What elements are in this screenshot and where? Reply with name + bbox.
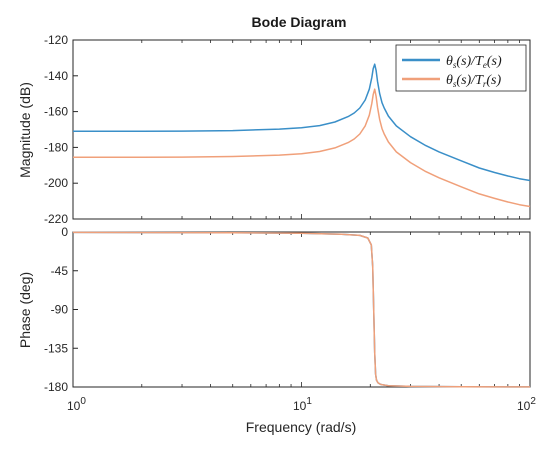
legend-label-te: θs(s)/Te(s) (446, 54, 502, 70)
x-tick-label-100: 102 (517, 396, 536, 413)
legend-box (395, 44, 527, 92)
x-tick-label-1: 100 (67, 396, 86, 413)
magnitude-axis-label: Magnitude (dB) (17, 82, 33, 178)
magnitude-ytick-label: -140 (44, 69, 68, 83)
magnitude-ytick-label: -180 (44, 140, 68, 154)
chart-title: Bode Diagram (252, 14, 347, 30)
phase-ytick-label: -45 (51, 264, 69, 278)
phase-axis-label: Phase (deg) (17, 272, 33, 348)
phase-ytick-label: -180 (44, 380, 68, 394)
magnitude-series-line-te (73, 63, 531, 182)
legend: θs(s)/Te(s) θs(s)/Tr(s) (395, 44, 527, 92)
magnitude-series-group (73, 63, 531, 208)
x-tick-label-10: 101 (293, 396, 312, 413)
phase-ytick-label: 0 (61, 225, 68, 239)
magnitude-ytick-label: -200 (44, 176, 68, 190)
x-axis-label: Frequency (rad/s) (246, 419, 356, 435)
magnitude-x-ticks (72, 40, 520, 219)
magnitude-y-ticks: -120 -140 -160 -180 -200 -220 (44, 33, 78, 226)
magnitude-ytick-label: -160 (44, 105, 68, 119)
phase-series-group (72, 231, 531, 388)
magnitude-ytick-label: -120 (44, 33, 68, 47)
phase-series-line-tr (72, 231, 531, 388)
phase-ytick-label: -90 (51, 303, 69, 317)
x-tick-label-group: 100 101 102 (67, 396, 536, 413)
magnitude-series-line-tr (73, 88, 531, 208)
magnitude-ytick-label: -220 (44, 212, 68, 226)
phase-axes-frame (72, 231, 531, 388)
legend-label-tr: θs(s)/Tr(s) (446, 73, 501, 89)
phase-ytick-label: -135 (44, 341, 68, 355)
phase-y-ticks: 0 -45 -90 -135 -180 (44, 225, 78, 394)
